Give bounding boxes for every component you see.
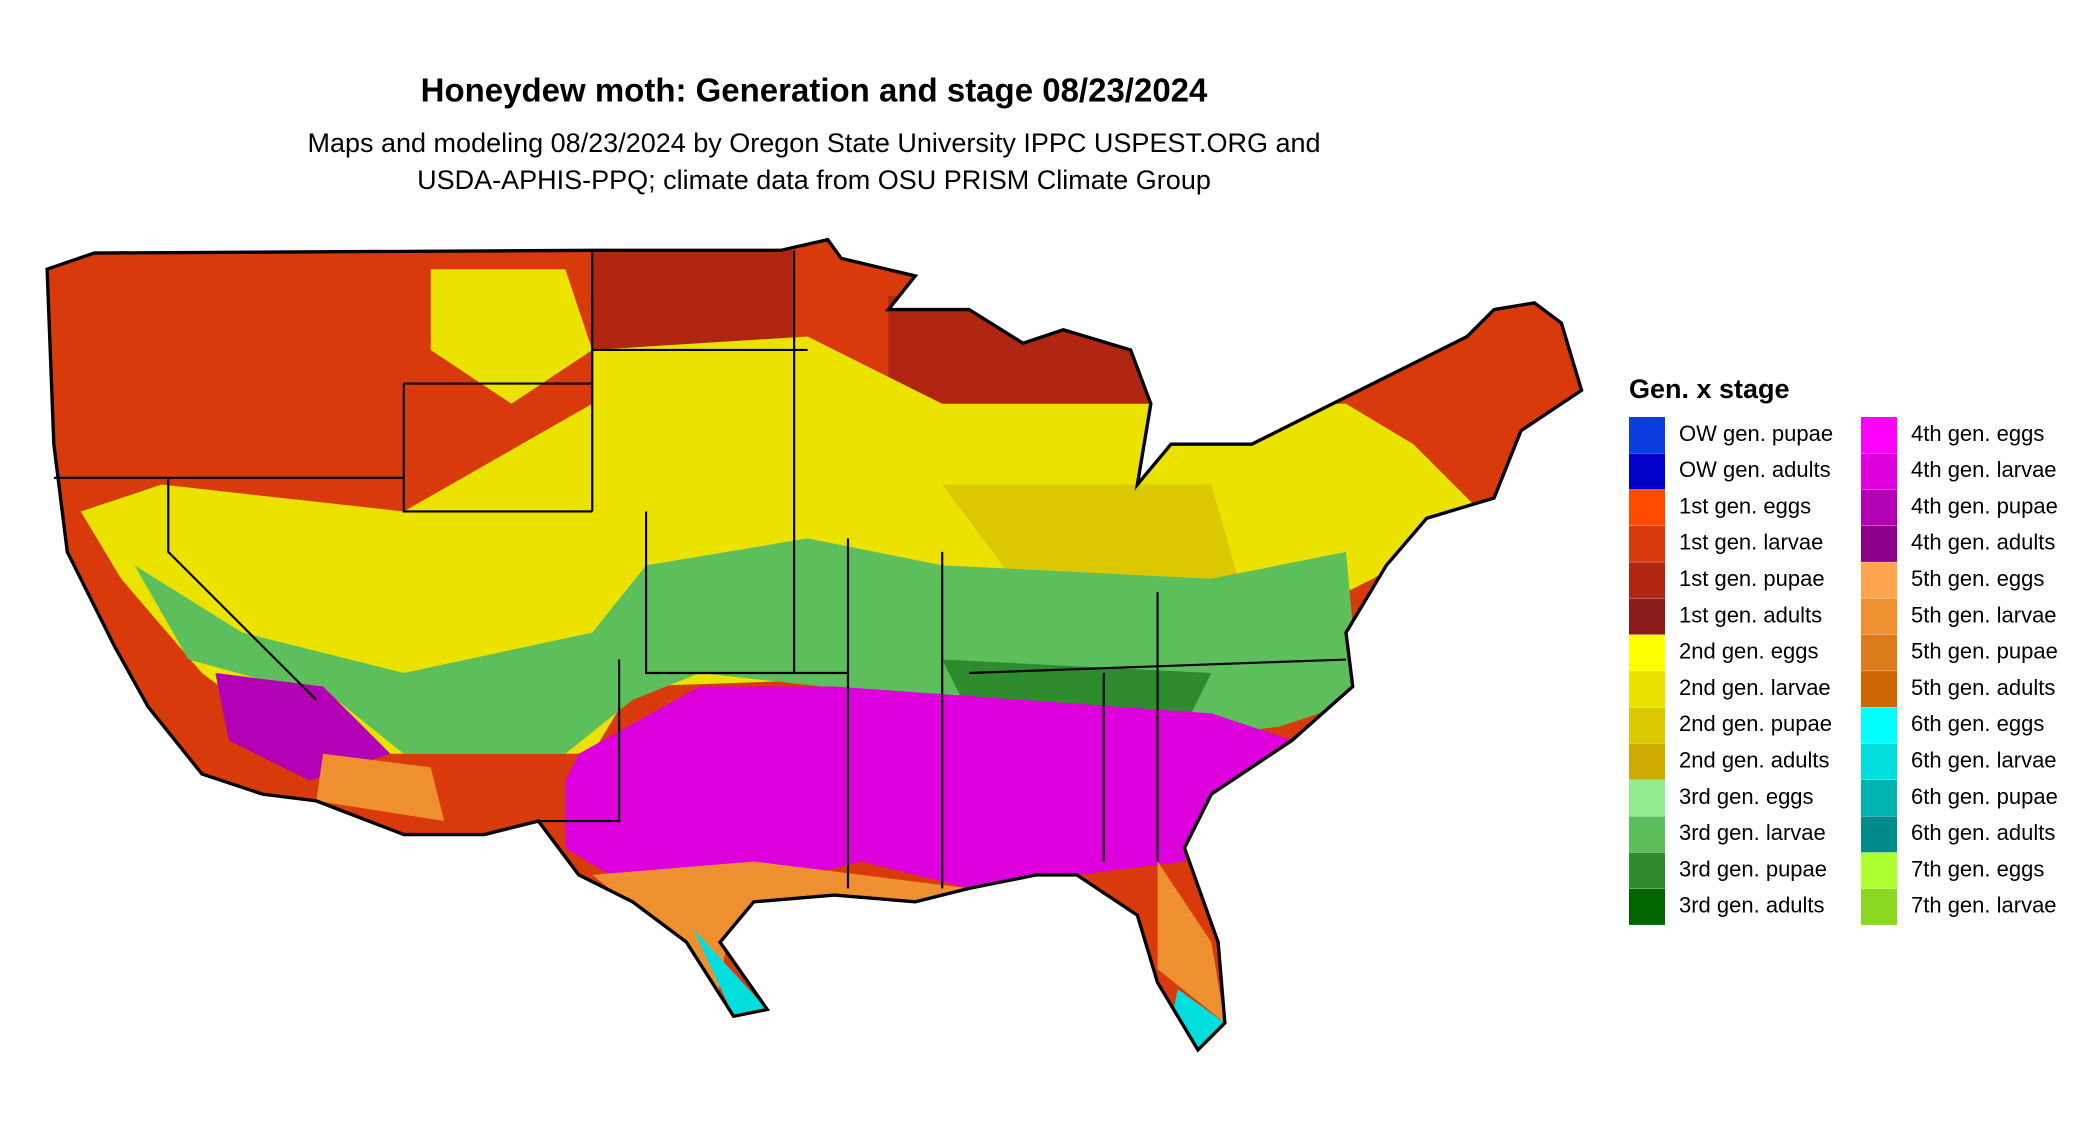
legend: OW gen. pupae OW gen. adults 1st gen. eggs…: [1629, 417, 2058, 925]
legend-label: 1st gen. eggs: [1679, 493, 1811, 518]
legend-swatch: [1629, 562, 1665, 599]
legend-label: 5th gen. adults: [1911, 675, 2055, 700]
legend-label: 6th gen. larvae: [1911, 748, 2057, 773]
legend-swatch: [1629, 671, 1665, 708]
legend-swatch: [1861, 852, 1897, 889]
legend-label: 5th gen. pupae: [1911, 639, 2058, 664]
region: [693, 928, 768, 1017]
legend-swatch: [1861, 780, 1897, 816]
state-lines: [53, 250, 1347, 889]
legend-label: OW gen. pupae: [1679, 421, 1833, 446]
legend-swatch: [1861, 525, 1897, 562]
legend-label: 6th gen. pupae: [1911, 784, 2058, 809]
legend-title: Gen. x stage: [1629, 374, 1790, 404]
title: Honeydew moth: Generation and stage 08/2…: [421, 72, 1208, 109]
legend-label: 3rd gen. pupae: [1679, 856, 1827, 881]
subtitle: USDA-APHIS-PPQ; climate data from OSU PR…: [417, 165, 1211, 195]
legend-swatch: [1861, 671, 1897, 708]
legend-label: 1st gen. larvae: [1679, 530, 1823, 555]
legend-label: 1st gen. adults: [1679, 602, 1822, 627]
legend-swatch: [1861, 707, 1897, 744]
legend-swatch: [1861, 562, 1897, 599]
legend-swatch: [1629, 634, 1665, 671]
legend-swatch: [1629, 852, 1665, 889]
legend-label: 5th gen. larvae: [1911, 602, 2057, 627]
region: [316, 753, 445, 822]
region: [430, 269, 593, 404]
legend-swatch: [1861, 816, 1897, 853]
legend-label: 5th gen. eggs: [1911, 566, 2044, 591]
legend-swatch: [1629, 743, 1665, 780]
legend-swatch: [1629, 417, 1665, 453]
legend-label: 2nd gen. larvae: [1679, 675, 1831, 700]
region: [215, 673, 391, 781]
legend-swatch: [1629, 707, 1665, 744]
legend-swatch: [1629, 780, 1665, 816]
legend-swatch: [1861, 888, 1897, 925]
subtitle: Maps and modeling 08/23/2024 by Oregon S…: [307, 128, 1320, 158]
region: [888, 296, 1158, 404]
legend-swatch: [1629, 816, 1665, 853]
legend-label: 4th gen. eggs: [1911, 421, 2044, 446]
legend-label: 3rd gen. adults: [1679, 893, 1825, 918]
legend-label: 6th gen. eggs: [1911, 711, 2044, 736]
region: [592, 250, 795, 352]
legend-label: 7th gen. eggs: [1911, 856, 2044, 881]
legend-label: 3rd gen. eggs: [1679, 784, 1814, 809]
legend-label: 2nd gen. adults: [1679, 748, 1829, 773]
legend-swatch: [1861, 489, 1897, 526]
legend-swatch: [1861, 634, 1897, 671]
legend-swatch: [1629, 888, 1665, 925]
legend-label: 6th gen. adults: [1911, 820, 2055, 845]
legend-label: 3rd gen. larvae: [1679, 820, 1826, 845]
legend-swatch: [1861, 453, 1897, 490]
legend-label: 2nd gen. pupae: [1679, 711, 1832, 736]
map-fill: [47, 239, 1582, 1050]
legend-label: 7th gen. larvae: [1911, 893, 2057, 918]
legend-swatch: [1629, 598, 1665, 635]
legend-label: 4th gen. pupae: [1911, 493, 2058, 518]
legend-swatch: [1629, 453, 1665, 490]
legend-swatch: [1861, 598, 1897, 635]
legend-swatch: [1861, 743, 1897, 780]
legend-label: OW gen. adults: [1679, 457, 1831, 482]
region: [1157, 861, 1225, 1023]
region: [942, 484, 1239, 593]
region: [565, 686, 1293, 889]
legend-label: 2nd gen. eggs: [1679, 639, 1818, 664]
legend-label: 4th gen. larvae: [1911, 457, 2057, 482]
legend-swatch: [1629, 489, 1665, 526]
legend-label: 4th gen. adults: [1911, 530, 2055, 555]
legend-swatch: [1629, 525, 1665, 562]
legend-swatch: [1861, 417, 1897, 453]
map: [45, 237, 1584, 1052]
legend-label: 1st gen. pupae: [1679, 566, 1825, 591]
